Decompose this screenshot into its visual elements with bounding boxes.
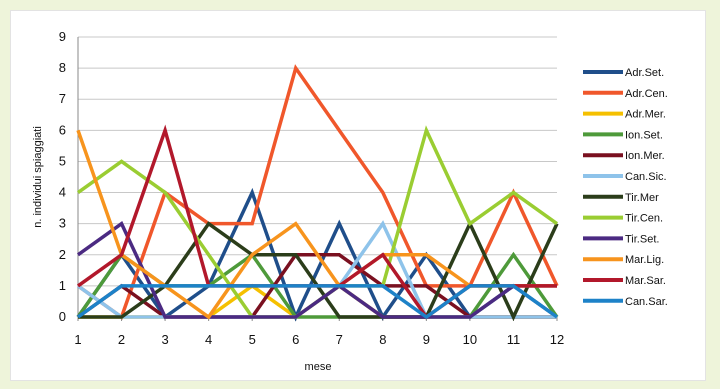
series-line (76, 221, 557, 319)
legend-item: Adr.Mer. (583, 109, 666, 121)
legend-label: Can.Sic. (625, 171, 667, 183)
legend-label: Ion.Set. (625, 129, 663, 141)
x-tick-label: 10 (463, 332, 477, 347)
legend-label: Tir.Cen. (625, 213, 663, 225)
legend-label: Can.Sar. (625, 296, 668, 308)
y-tick-label: 5 (59, 153, 66, 168)
y-tick-labels: 0 1 2 3 4 5 6 7 8 9 (59, 29, 66, 324)
series-line (76, 284, 559, 320)
legend-item: Mar.Lig. (583, 254, 664, 266)
x-tick-label: 2 (118, 332, 125, 347)
y-tick-label: 3 (59, 216, 66, 231)
legend-label: Adr.Cen. (625, 88, 668, 100)
y-tick-label: 0 (59, 309, 66, 324)
legend-label: Adr.Set. (625, 67, 664, 79)
legend-item: Ion.Set. (583, 129, 663, 141)
y-axis-label: n. individui spiaggiati (32, 126, 44, 228)
legend-item: Tir.Set. (583, 233, 659, 245)
legend-label: Adr.Mer. (625, 109, 666, 121)
legend-label: Ion.Mer. (625, 150, 665, 162)
legend-item: Tir.Cen. (583, 213, 663, 225)
legend-item: Adr.Cen. (583, 88, 668, 100)
x-axis-label: mese (305, 361, 332, 373)
legend-item: Tir.Mer (583, 192, 659, 204)
y-tick-label: 2 (59, 247, 66, 262)
x-tick-label: 9 (423, 332, 430, 347)
x-tick-label: 7 (336, 332, 343, 347)
x-tick-label: 8 (379, 332, 386, 347)
legend-label: Mar.Sar. (625, 275, 666, 287)
x-tick-label: 12 (550, 332, 564, 347)
legend-item: Can.Sic. (583, 171, 667, 183)
legend-label: Tir.Set. (625, 233, 659, 245)
x-tick-label: 3 (161, 332, 168, 347)
legend-label: Mar.Lig. (625, 254, 664, 266)
x-tick-label: 4 (205, 332, 212, 347)
y-tick-label: 7 (59, 91, 66, 106)
x-tick-label: 11 (507, 332, 521, 347)
y-tick-label: 9 (59, 29, 66, 44)
y-tick-label: 6 (59, 122, 66, 137)
series-line (76, 64, 559, 320)
x-tick-labels: 1 2 3 4 5 6 7 8 9 10 11 12 (74, 332, 564, 347)
y-tick-label: 1 (59, 278, 66, 293)
legend-label: Tir.Mer (625, 192, 659, 204)
legend: Adr.Set. Adr.Cen. Adr.Mer. Ion.Set. Ion.Mer.… (583, 67, 668, 308)
x-tick-label: 6 (292, 332, 299, 347)
legend-item: Adr.Set. (583, 67, 664, 79)
legend-item: Can.Sar. (583, 296, 668, 308)
y-tick-label: 4 (59, 185, 66, 200)
legend-item: Ion.Mer. (583, 150, 665, 162)
x-tick-label: 1 (74, 332, 81, 347)
x-tick-label: 5 (249, 332, 256, 347)
legend-item: Mar.Sar. (583, 275, 666, 287)
series-lines (76, 64, 559, 322)
y-tick-label: 8 (59, 60, 66, 75)
